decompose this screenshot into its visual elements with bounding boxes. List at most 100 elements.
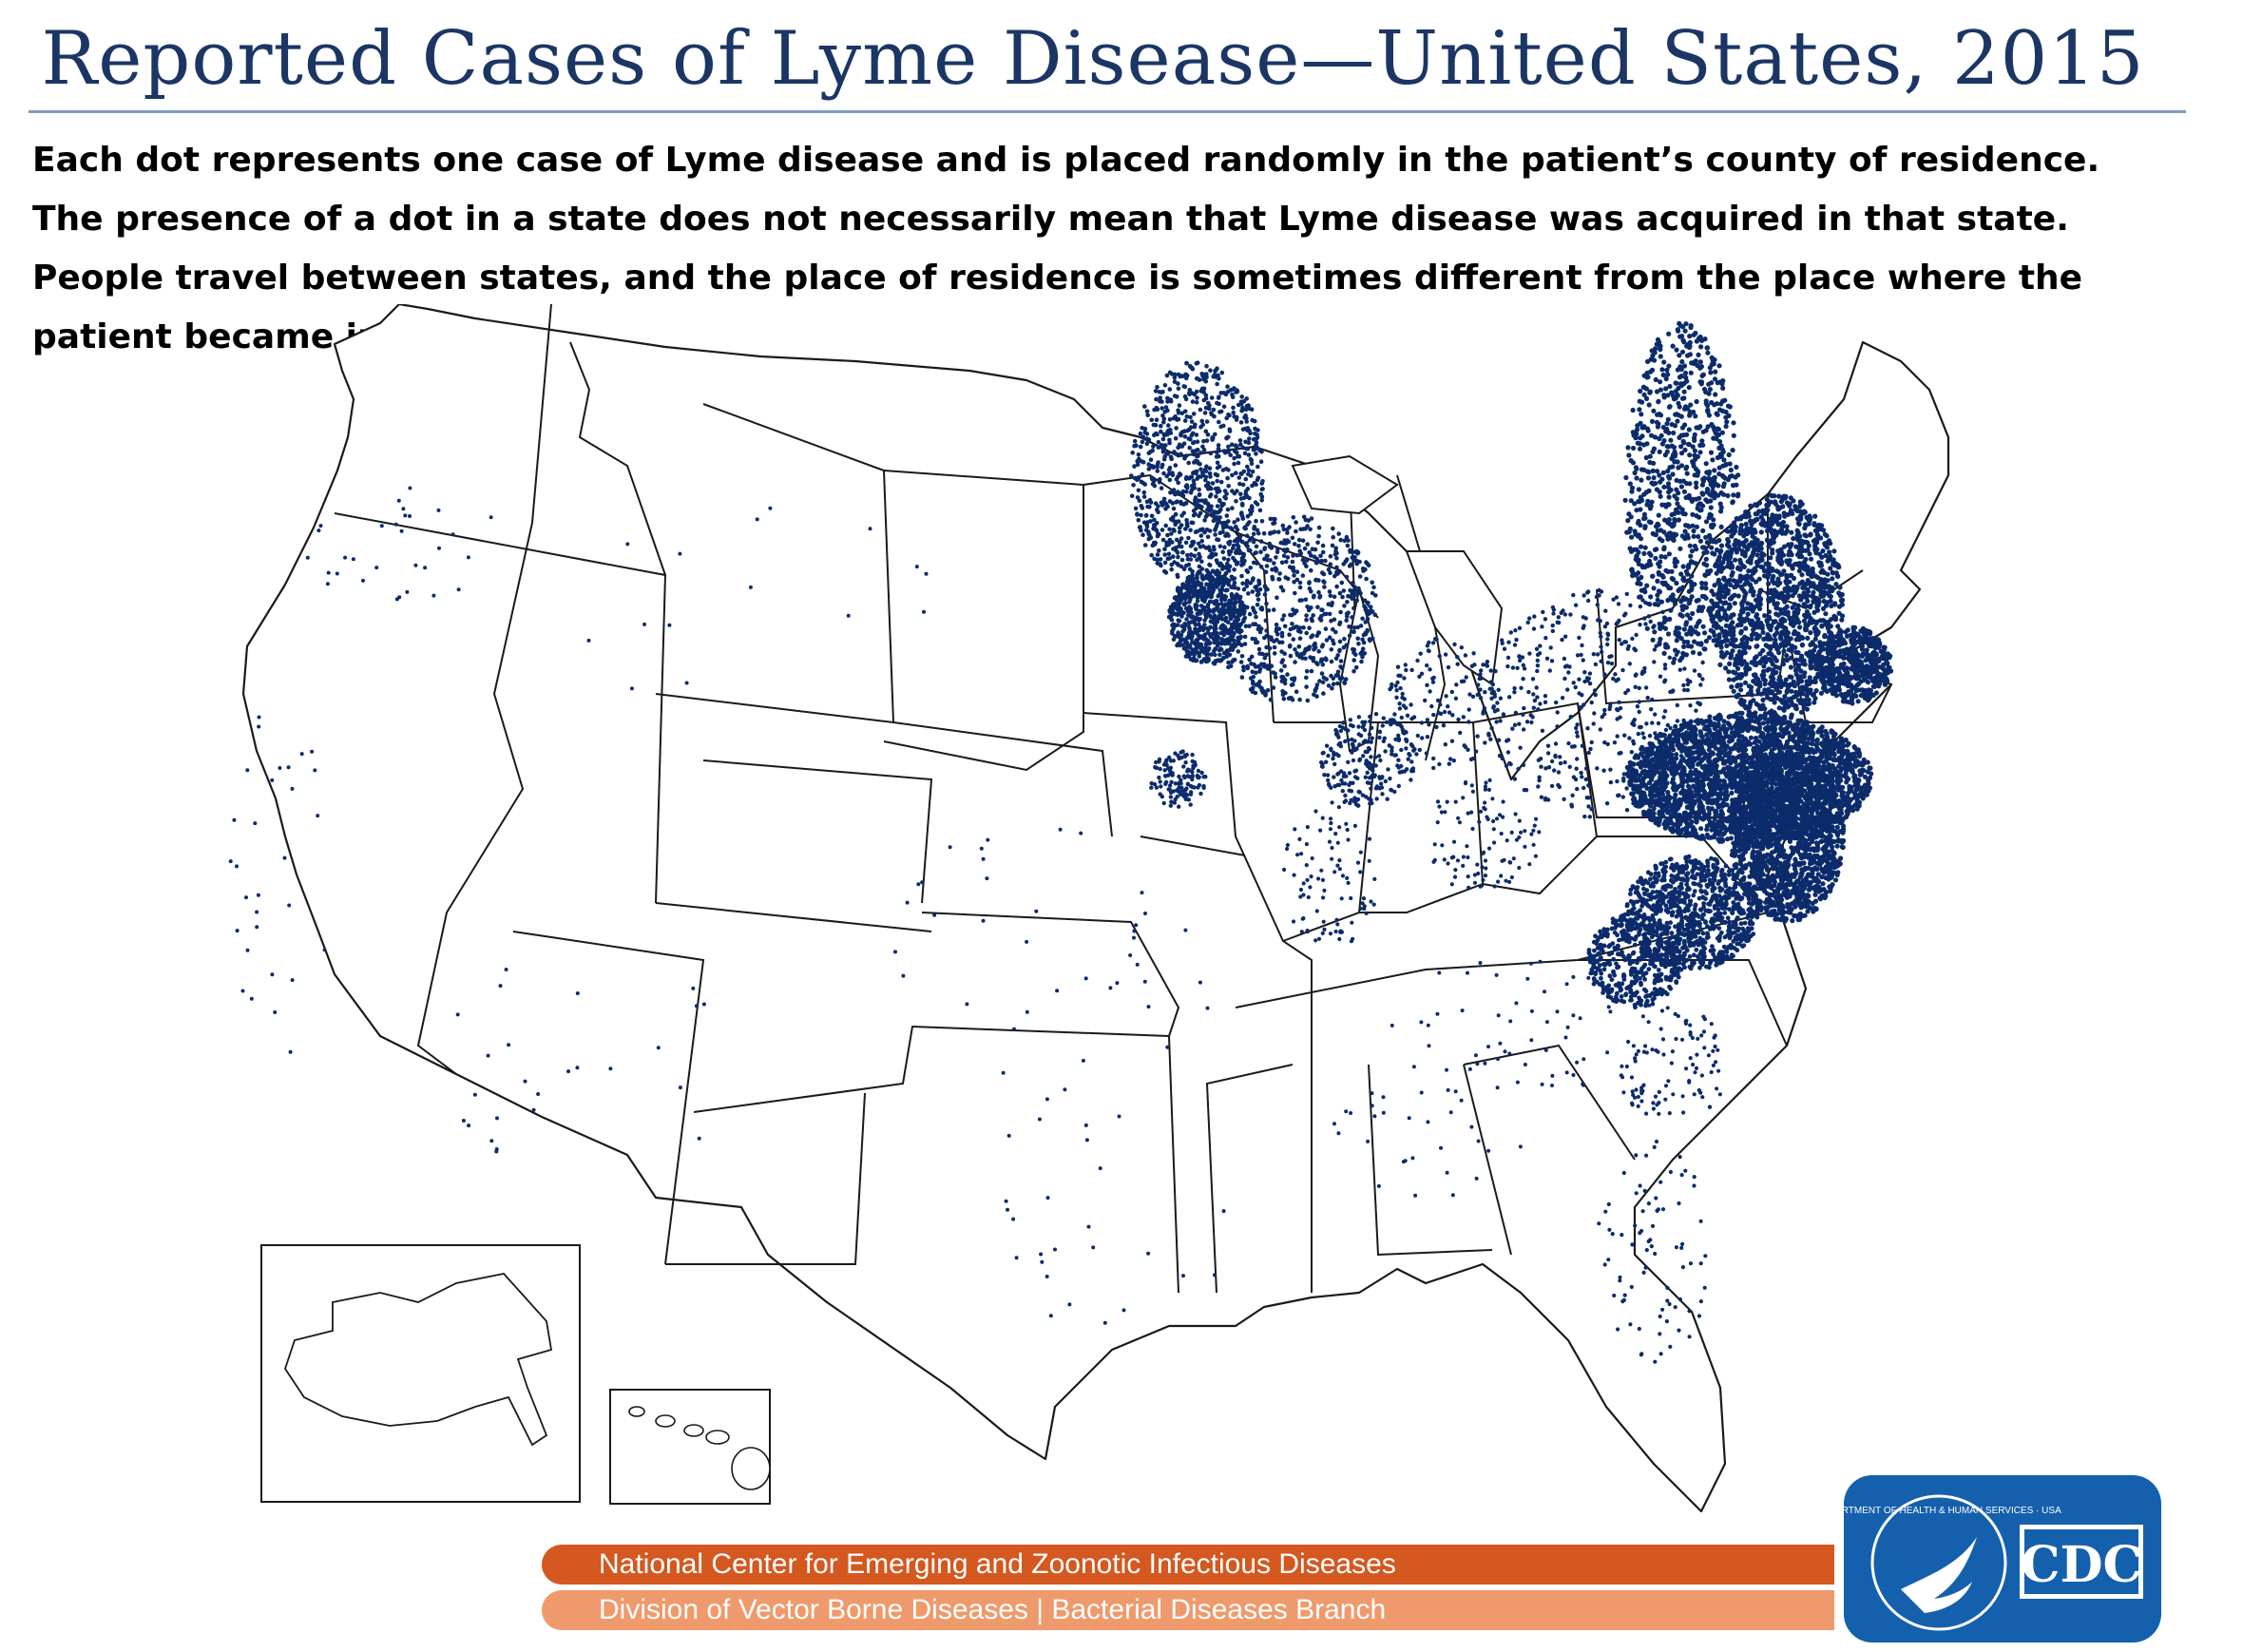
case-dot — [1768, 568, 1773, 574]
case-dot — [1625, 518, 1631, 524]
case-dot — [1779, 530, 1785, 536]
case-dot — [1641, 442, 1647, 448]
case-dot — [1646, 470, 1652, 475]
case-dot — [1814, 607, 1821, 613]
case-dot — [1803, 622, 1809, 627]
case-dot — [1805, 547, 1811, 553]
case-dot — [1836, 763, 1842, 769]
case-dot — [1726, 605, 1732, 611]
case-dot — [1659, 502, 1665, 508]
case-dot — [1690, 511, 1696, 517]
case-dot — [1651, 475, 1657, 481]
case-dot — [1687, 352, 1693, 357]
case-dot — [1746, 568, 1752, 574]
case-dot — [1758, 620, 1764, 626]
case-dot — [1633, 465, 1639, 471]
case-dot — [1760, 697, 1766, 702]
case-dot — [1724, 617, 1730, 623]
case-dot — [1714, 432, 1719, 437]
case-dot — [1770, 493, 1775, 499]
case-dot — [1778, 721, 1784, 727]
case-dot — [1651, 586, 1657, 591]
case-dot — [1645, 563, 1651, 568]
case-dot — [1666, 585, 1672, 591]
case-dot — [1699, 833, 1705, 839]
case-dot — [1869, 658, 1875, 663]
case-dot — [1662, 625, 1669, 631]
case-dot — [1711, 361, 1716, 367]
case-dot — [1677, 546, 1683, 551]
case-dot — [1838, 738, 1844, 743]
case-dot — [1870, 676, 1876, 682]
case-dot — [1651, 408, 1657, 413]
case-dot — [1672, 597, 1677, 603]
case-dot — [1781, 648, 1787, 654]
case-dot — [1706, 718, 1712, 723]
case-dot — [1658, 493, 1663, 499]
case-dot — [1795, 520, 1801, 526]
case-dot — [1648, 594, 1654, 600]
case-dot — [1677, 353, 1682, 358]
case-dot — [1658, 432, 1664, 438]
case-dot — [1703, 461, 1709, 467]
case-dot — [1844, 768, 1850, 774]
case-dot — [1681, 389, 1687, 394]
case-dot — [1785, 511, 1791, 517]
case-dot — [1658, 479, 1663, 485]
case-dot — [1704, 832, 1710, 838]
case-dot — [1643, 395, 1650, 401]
case-dot — [1807, 649, 1812, 655]
case-dot — [1679, 358, 1685, 365]
case-dot — [1779, 559, 1785, 565]
case-dot — [1754, 739, 1760, 744]
case-dot — [1749, 622, 1755, 628]
case-dot — [1814, 674, 1820, 680]
case-dot — [1798, 597, 1804, 603]
case-dot — [1714, 562, 1719, 567]
case-dot — [1638, 494, 1643, 500]
case-dot — [1787, 548, 1792, 554]
case-dot — [1721, 457, 1727, 463]
case-dot — [1885, 651, 1890, 658]
case-dot — [1634, 427, 1640, 432]
case-dot — [1723, 423, 1729, 430]
case-dot — [1805, 571, 1811, 577]
case-dot — [1854, 806, 1860, 812]
case-dot — [1683, 494, 1689, 501]
case-dot — [1691, 533, 1696, 539]
case-dot — [1735, 683, 1740, 689]
case-dot — [1670, 471, 1676, 477]
case-dot — [1847, 655, 1852, 661]
case-dot — [1732, 542, 1737, 547]
case-dot — [1717, 439, 1723, 445]
case-dot — [1802, 612, 1808, 618]
case-dot — [1813, 665, 1819, 672]
case-dot — [1659, 441, 1665, 447]
case-dot — [1768, 587, 1773, 593]
case-dot — [1854, 682, 1860, 688]
case-dot — [1803, 627, 1809, 633]
case-dot — [1827, 767, 1832, 773]
case-dot — [1855, 639, 1861, 644]
case-dot — [1664, 444, 1670, 450]
case-dot — [1658, 344, 1663, 351]
case-dot — [1828, 553, 1833, 559]
case-dot — [1671, 577, 1677, 583]
case-dot — [1737, 516, 1744, 522]
case-dot — [1738, 630, 1744, 636]
case-dot — [1687, 616, 1693, 622]
case-dot — [1644, 785, 1650, 791]
case-dot — [1779, 552, 1785, 558]
case-dot — [1801, 509, 1807, 514]
case-dot — [1756, 745, 1762, 751]
case-dot — [1689, 548, 1695, 554]
case-dot — [1798, 538, 1804, 544]
case-dot — [1726, 677, 1732, 682]
case-dot — [1849, 666, 1854, 672]
case-dot — [1709, 545, 1715, 550]
case-dot — [1671, 660, 1677, 665]
case-dot — [1858, 760, 1864, 766]
case-dot — [1727, 461, 1733, 467]
case-dot — [1768, 697, 1773, 702]
case-dot — [1801, 618, 1807, 624]
